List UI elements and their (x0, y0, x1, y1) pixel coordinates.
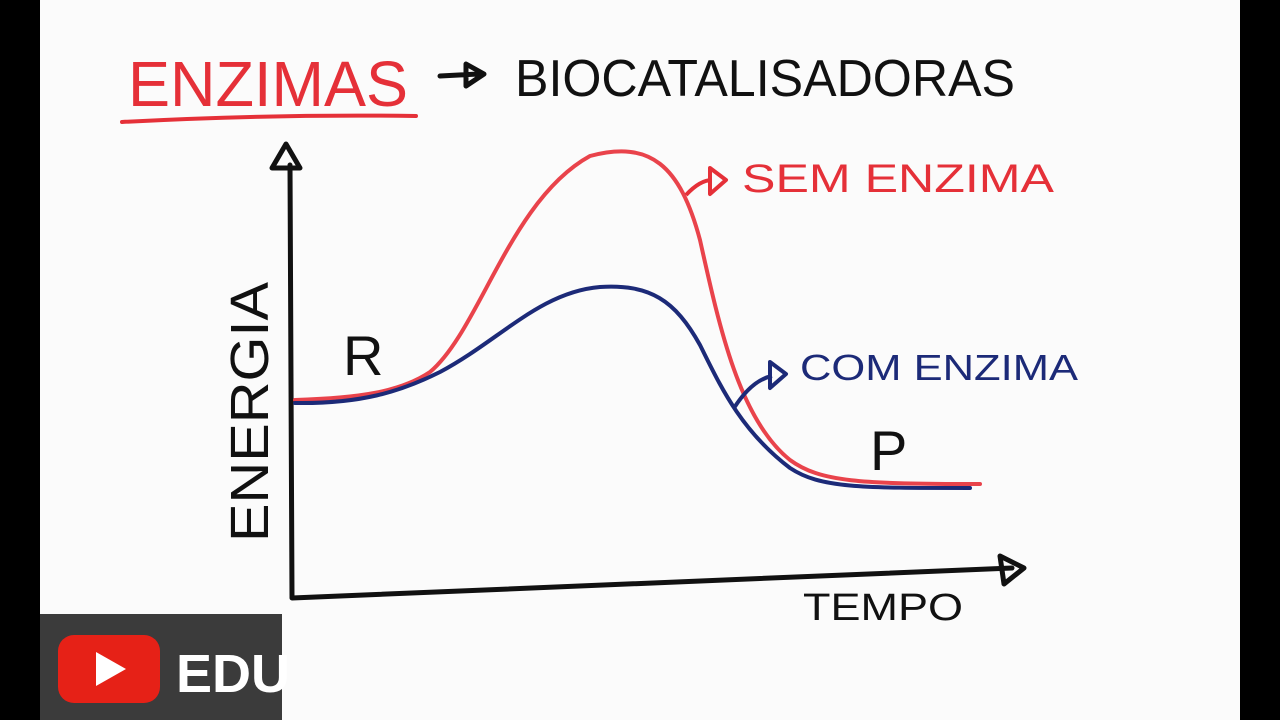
y-axis-label: ENERGIA (220, 282, 280, 542)
title-arrow (437, 61, 487, 89)
axes (287, 162, 1015, 601)
title-word: ENZIMAS (128, 48, 408, 120)
product-label: P (870, 419, 907, 482)
board (40, 0, 1240, 720)
title-meaning: BIOCATALISADORAS (515, 50, 1015, 108)
label-arrow-red (708, 166, 728, 196)
reactant-label: R (343, 324, 383, 387)
x-arrowhead (997, 553, 1027, 587)
badge-text: EDU (176, 644, 290, 704)
y-arrowhead (269, 141, 303, 171)
x-axis-label: TEMPO (803, 587, 963, 629)
label-arrow-blue (768, 360, 788, 390)
curve-without-enzyme (293, 149, 982, 486)
title-underline (120, 113, 418, 124)
curve-with-enzyme (293, 284, 972, 490)
badge-play (96, 652, 126, 686)
curve-label-with-enzyme: COM ENZIMA (800, 347, 1078, 388)
curve-label-without-enzyme: SEM ENZIMA (742, 157, 1054, 201)
